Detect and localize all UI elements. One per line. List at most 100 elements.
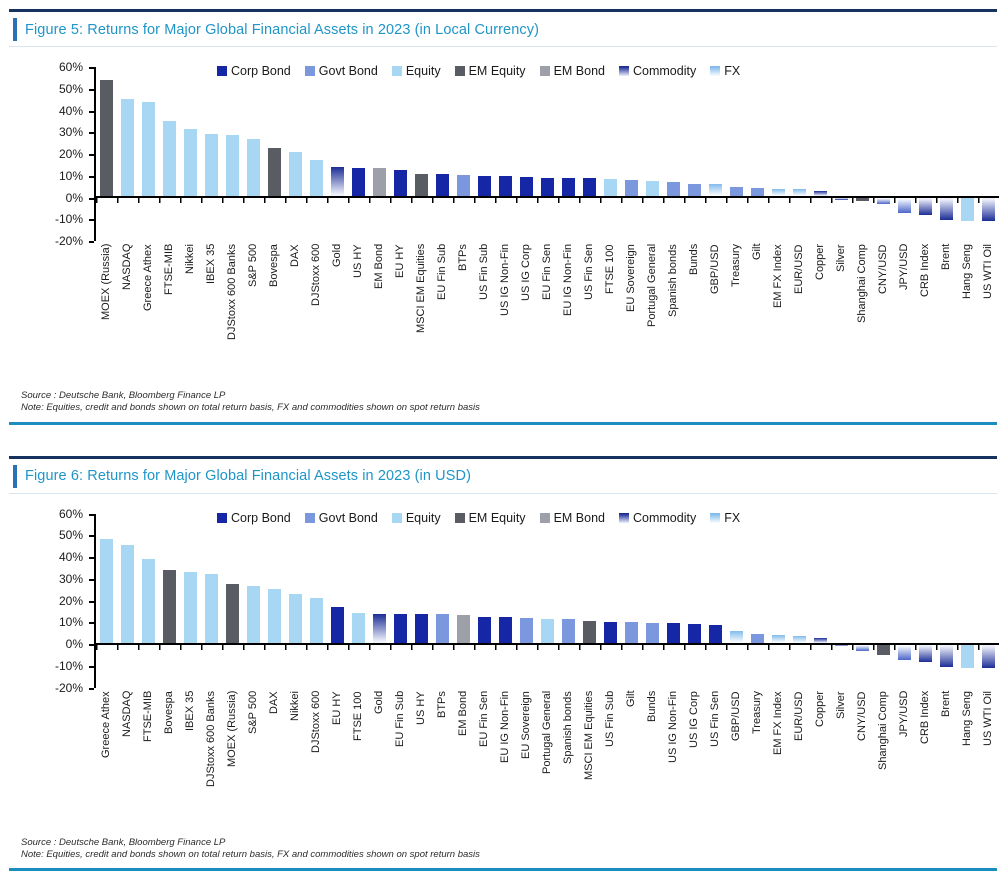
figure-title-row: Figure 6: Returns for Major Global Finan…: [9, 459, 997, 494]
x-axis-label: Silver: [835, 244, 847, 272]
y-tick-label: 60%: [58, 60, 83, 74]
bar-column: [306, 514, 327, 688]
source-line: Source : Deutsche Bank, Bloomberg Financ…: [21, 390, 226, 401]
x-label-column: EU Fin Sub: [432, 244, 453, 384]
bar-column: [159, 514, 180, 688]
bar-Gilt: [625, 622, 638, 643]
zero-axis-line: [96, 642, 999, 645]
bar-NASDAQ: [121, 98, 134, 196]
x-label-column: Spanish bonds: [663, 244, 684, 384]
x-label-column: Nikkei: [285, 691, 306, 831]
y-tick-label: 50%: [58, 528, 83, 543]
y-tick-mark: [89, 132, 94, 135]
bar-DJStoxx 600 Banks: [205, 573, 218, 643]
y-tick-label: 20%: [58, 147, 83, 161]
bar-DAX: [289, 151, 302, 196]
bar-column: [978, 514, 999, 688]
x-label-column: Shanghai Comp: [873, 691, 894, 831]
x-axis-label: US WTI Oil: [982, 690, 994, 746]
bar-EM Bond: [373, 168, 386, 196]
chart-legend: Corp Bond Govt Bond Equity EM Equity EM Bond…: [217, 64, 740, 78]
x-label-column: FTSE-MIB: [159, 244, 180, 384]
bar-EU Sovereign: [520, 618, 533, 643]
bar-IBEX 35: [205, 134, 218, 196]
legend-item-corp-bond: Corp Bond: [217, 64, 291, 78]
bar-Treasury: [730, 187, 743, 196]
x-axis-label: Silver: [835, 690, 847, 719]
x-axis-label: Portugal General: [646, 244, 658, 328]
x-label-column: Brent: [936, 244, 957, 384]
x-label-column: FTSE 100: [600, 244, 621, 384]
legend-label: Equity: [405, 64, 441, 78]
x-axis-label: Treasury: [751, 690, 763, 734]
x-axis-label: Gold: [331, 244, 343, 268]
legend-swatch-icon: [539, 512, 550, 523]
x-axis-label: EU HY: [331, 690, 343, 725]
x-label-column: EU HY: [327, 691, 348, 831]
x-label-column: IBEX 35: [180, 691, 201, 831]
x-label-column: Gold: [369, 691, 390, 831]
y-tick-mark: [89, 600, 94, 603]
figure-bottom-rule: [9, 868, 997, 872]
x-label-column: US IG Corp: [684, 691, 705, 831]
bar-Bunds: [646, 622, 659, 643]
x-axis-label: S&P 500: [247, 244, 259, 288]
bar-GBP/USD: [709, 184, 722, 196]
x-label-column: EU IG Non-Fin: [558, 244, 579, 384]
bar-Nikkei: [289, 594, 302, 643]
bar-column: [558, 67, 579, 241]
legend-item-corp-bond: Corp Bond: [217, 511, 291, 525]
x-label-column: NASDAQ: [117, 244, 138, 384]
x-axis-label: CRB Index: [919, 244, 931, 298]
x-label-column: EU Sovereign: [621, 244, 642, 384]
x-axis-label: DJStoxx 600 Banks: [226, 244, 238, 340]
bar-EU HY: [331, 607, 344, 643]
x-axis-label: MSCI EM Equities: [583, 690, 595, 780]
figure-top-rule: [9, 455, 997, 459]
x-axis-label: US HY: [415, 690, 427, 725]
legend-item-commodity: Commodity: [618, 64, 696, 78]
x-label-column: FTSE 100: [348, 691, 369, 831]
x-label-column: Bovespa: [159, 691, 180, 831]
x-axis-label: CNY/USD: [856, 690, 868, 741]
x-label-column: EU Fin Sen: [537, 244, 558, 384]
x-label-column: BTPs: [453, 244, 474, 384]
x-axis-labels: MOEX (Russia) NASDAQ Greece Athex FTSE-MIB N…: [96, 244, 997, 384]
plot-area: Corp Bond Govt Bond Equity EM Equity EM Bond…: [94, 64, 999, 241]
bar-column: [264, 67, 285, 241]
bar-Spanish bonds: [562, 619, 575, 643]
x-axis-label: EU IG Non-Fin: [499, 690, 511, 763]
x-axis-label: EU HY: [394, 244, 406, 278]
x-label-column: DAX: [264, 691, 285, 831]
x-label-column: S&P 500: [243, 244, 264, 384]
y-tick-mark: [89, 88, 94, 91]
bar-column: [285, 514, 306, 688]
x-axis-label: EM FX Index: [772, 690, 784, 755]
bar-column: [243, 67, 264, 241]
bar-US HY: [415, 614, 428, 643]
x-axis-label: US Fin Sub: [604, 690, 616, 747]
bar-column: [579, 67, 600, 241]
x-axis-label: DJStoxx 600: [310, 690, 322, 754]
y-axis: 60% 50% 40% 30% 20% 10% 0% -10% -20%: [9, 507, 94, 695]
legend-label: FX: [724, 510, 741, 525]
bar-column: [411, 514, 432, 688]
bar-column: [432, 514, 453, 688]
y-tick-mark: [89, 687, 94, 690]
bar-column: [768, 67, 789, 241]
bar-column: [873, 514, 894, 688]
x-axis-label: EUR/USD: [793, 690, 805, 741]
x-axis-label: Bunds: [688, 244, 700, 276]
zero-axis-line: [96, 196, 999, 198]
y-tick-mark: [89, 622, 94, 625]
x-label-column: EU Fin Sub: [390, 691, 411, 831]
bar-Hang Seng: [961, 644, 974, 668]
bar-BTPs: [436, 614, 449, 643]
legend-label: FX: [724, 64, 741, 78]
bars-container: [96, 67, 999, 241]
figure-top-rule: [9, 9, 997, 12]
x-axis-label: CRB Index: [919, 690, 931, 744]
bar-column: [852, 514, 873, 688]
x-axis-label: Copper: [814, 244, 826, 281]
x-label-column: EM FX Index: [768, 244, 789, 384]
